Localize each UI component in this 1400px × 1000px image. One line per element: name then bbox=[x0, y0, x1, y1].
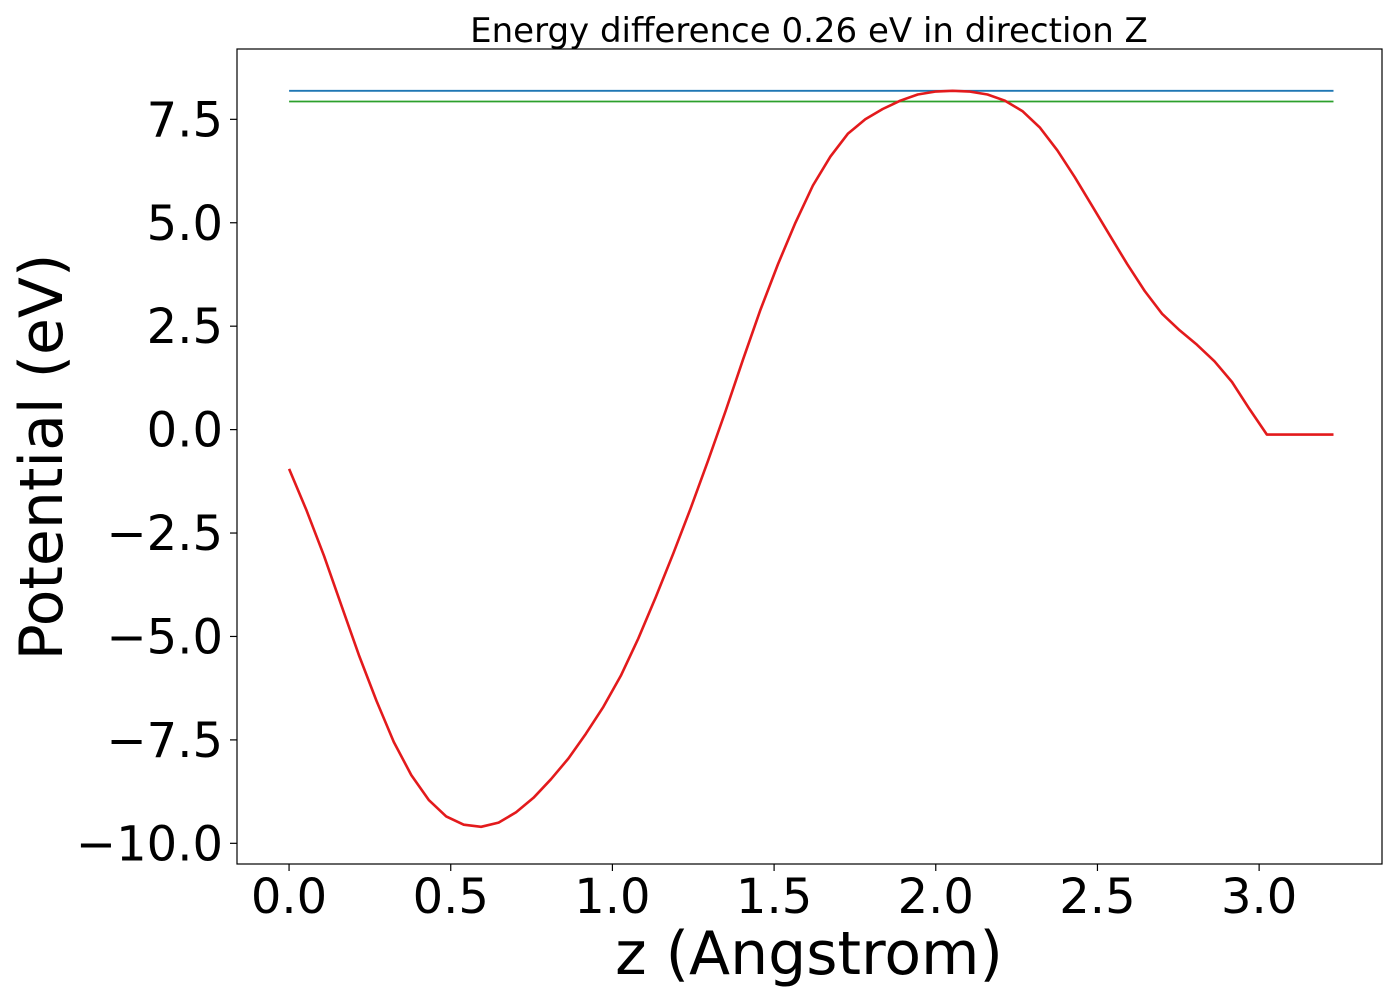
y-axis-ticks: 7.5 5.0 2.5 0.0 −2.5 −5.0 −7.5 −10.0 bbox=[76, 92, 237, 872]
x-axis-label: z (Angstrom) bbox=[615, 919, 1003, 989]
y-tick-label: −2.5 bbox=[106, 506, 223, 562]
y-axis-label: Potential (eV) bbox=[7, 254, 77, 661]
x-tick-label: 2.0 bbox=[898, 869, 974, 925]
y-tick-label: −7.5 bbox=[106, 713, 223, 769]
x-tick-label: 0.5 bbox=[413, 869, 489, 925]
x-axis-ticks: 0.0 0.5 1.0 1.5 2.0 2.5 3.0 bbox=[251, 864, 1297, 925]
x-tick-label: 2.5 bbox=[1059, 869, 1135, 925]
chart-title: Energy difference 0.26 eV in direction Z bbox=[470, 11, 1148, 51]
y-tick-label: −5.0 bbox=[106, 609, 223, 665]
y-tick-label: −10.0 bbox=[76, 816, 223, 872]
y-tick-label: 5.0 bbox=[147, 196, 223, 252]
x-tick-label: 3.0 bbox=[1221, 869, 1297, 925]
axes-frame bbox=[236, 48, 1383, 865]
plot-lines bbox=[287, 89, 1334, 829]
series-line-2 bbox=[287, 89, 1334, 829]
x-tick-label: 1.0 bbox=[574, 869, 650, 925]
x-tick-label: 1.5 bbox=[736, 869, 812, 925]
y-tick-label: 0.0 bbox=[147, 403, 223, 459]
x-tick-label: 0.0 bbox=[251, 869, 327, 925]
y-tick-label: 7.5 bbox=[147, 92, 223, 148]
y-tick-label: 2.5 bbox=[147, 299, 223, 355]
